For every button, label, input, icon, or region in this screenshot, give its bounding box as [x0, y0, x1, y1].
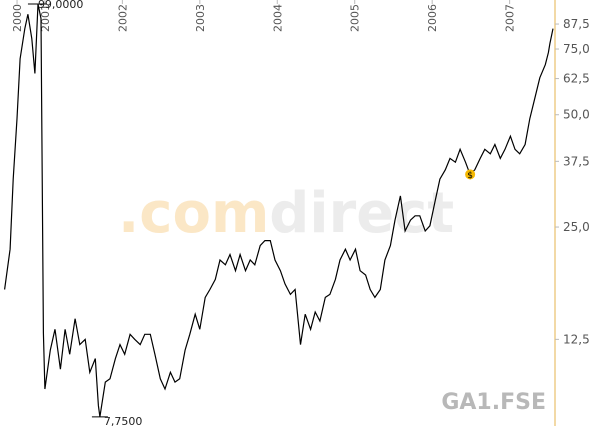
- x-tick-label: 2007: [504, 4, 517, 32]
- y-tick-label: 75,0: [563, 42, 590, 56]
- x-tick-label: 2001: [39, 4, 52, 32]
- y-tick-label: 87,5: [563, 17, 590, 31]
- x-tick-label: 2000: [11, 4, 24, 32]
- dividend-marker: [465, 169, 476, 180]
- y-tick-label: 62,5: [563, 72, 590, 86]
- x-tick-label: 2005: [349, 4, 362, 32]
- x-tick-label: 2006: [426, 4, 439, 32]
- y-tick-label: 50,0: [563, 108, 590, 122]
- y-tick-label: 12,5: [563, 332, 590, 346]
- x-tick-label: 2002: [116, 4, 129, 32]
- x-tick-label: 2004: [271, 4, 284, 32]
- watermark-com: .com: [118, 181, 269, 246]
- y-tick-label: 37,5: [563, 154, 590, 168]
- watermark: .comdirect: [118, 181, 454, 246]
- x-tick-label: 2003: [194, 4, 207, 32]
- watermark-direct: direct: [269, 181, 454, 246]
- y-tick-label: 25,0: [563, 220, 590, 234]
- symbol: GA1.FSE: [441, 390, 546, 415]
- price-line: [4, 3, 554, 417]
- low-label: 7,7500: [104, 415, 143, 426]
- dividend-label: $: [467, 171, 473, 181]
- high-label: 99,0000: [38, 0, 84, 11]
